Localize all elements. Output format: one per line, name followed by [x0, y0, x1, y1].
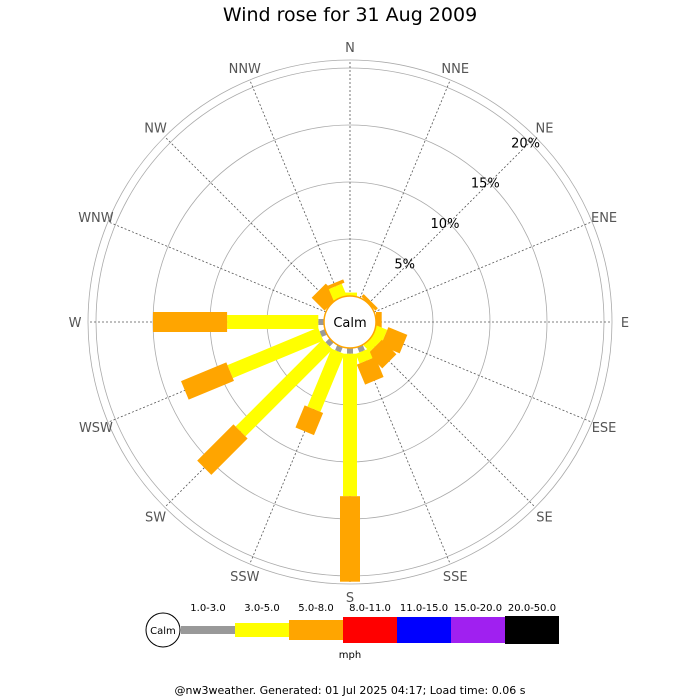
- legend-bin-label: 11.0-15.0: [400, 603, 448, 614]
- percent-label: 5%: [394, 257, 415, 272]
- legend: Calm 1.0-3.0 3.0-5.0 5.0-8.0 8.0-11.0 11.0-15…: [145, 603, 559, 661]
- direction-label-n: N: [345, 41, 355, 56]
- percent-label: 20%: [511, 136, 540, 151]
- bar-ssw-2: [307, 348, 345, 412]
- direction-label-wnw: WNW: [78, 211, 114, 226]
- spoke-ese: [373, 331, 593, 423]
- direction-label-sse: SSE: [443, 570, 468, 585]
- legend-swatch-7: [505, 616, 559, 644]
- bar-w-1: [318, 319, 324, 325]
- direction-label-ne: NE: [535, 122, 553, 137]
- spoke-ssw: [249, 345, 341, 565]
- direction-label-nw: NW: [144, 122, 167, 137]
- direction-labels: N NNE NE ENE E ESE SE SSE S SSW SW WSW W WNW NW NNW: [69, 41, 630, 606]
- spoke-ne: [368, 136, 536, 304]
- legend-swatch-3: [289, 620, 343, 640]
- legend-calm-label: Calm: [150, 626, 176, 637]
- calm-center: Calm: [323, 295, 377, 349]
- spoke-sse: [359, 345, 451, 565]
- bar-sw-1: [325, 338, 334, 347]
- bar-w-3: [153, 312, 228, 332]
- legend-bin-label: 20.0-50.0: [508, 603, 556, 614]
- wind-bars: [153, 279, 408, 582]
- bar-ssw-3: [295, 405, 324, 436]
- legend-bin-label: 8.0-11.0: [349, 603, 391, 614]
- bar-wsw-2: [227, 327, 324, 379]
- bar-sse-2: [355, 348, 373, 364]
- bar-s-1: [347, 348, 353, 354]
- outer-ring: [87, 59, 613, 585]
- bar-se-3: [367, 339, 397, 369]
- percent-labels: 5% 10% 15% 20%: [394, 136, 540, 272]
- legend-unit: mph: [339, 650, 361, 661]
- spoke-wnw: [107, 221, 327, 313]
- direction-label-sw: SW: [145, 510, 166, 525]
- bar-wsw-3: [181, 362, 234, 400]
- direction-label-ese: ESE: [592, 421, 617, 436]
- legend-swatch-1: [181, 626, 235, 634]
- direction-label-e: E: [621, 316, 629, 331]
- direction-label-nne: NNE: [441, 62, 469, 77]
- direction-label-ene: ENE: [591, 211, 617, 226]
- spoke-nw: [164, 136, 332, 304]
- direction-label-nnw: NNW: [229, 62, 261, 77]
- bar-sse-3: [356, 356, 384, 385]
- bar-n-2: [343, 292, 357, 296]
- legend-bin-label: 3.0-5.0: [244, 603, 279, 614]
- bar-ne-3: [361, 294, 378, 311]
- spoke-nnw: [249, 79, 341, 299]
- legend-bin-label: 1.0-3.0: [190, 603, 225, 614]
- footer: @nw3weather. Generated: 01 Jul 2025 04:1…: [174, 684, 526, 697]
- calm-label: Calm: [333, 316, 366, 331]
- bar-sw-3: [197, 424, 248, 475]
- legend-bin-label: 5.0-8.0: [298, 603, 333, 614]
- bar-w-2: [227, 315, 319, 329]
- spoke-nne: [359, 79, 451, 299]
- legend-swatch-2: [235, 623, 289, 637]
- direction-label-wsw: WSW: [79, 421, 113, 436]
- bar-sw-2: [235, 339, 333, 437]
- spoke-se: [368, 340, 536, 508]
- direction-label-w: W: [69, 316, 82, 331]
- direction-label-ssw: SSW: [230, 570, 260, 585]
- chart-title: Wind rose for 31 Aug 2009: [222, 4, 478, 26]
- calm-circle: [323, 295, 377, 349]
- direction-label-s: S: [346, 591, 354, 606]
- bar-nnw-3: [324, 279, 345, 291]
- bar-s-3: [340, 496, 360, 582]
- legend-swatch-6: [451, 617, 505, 643]
- bar-s-2: [343, 353, 357, 497]
- spoke-ene: [373, 221, 593, 313]
- legend-calm-circle: [145, 612, 181, 648]
- legend-swatch-4: [343, 617, 397, 643]
- bar-nnw-2: [328, 283, 347, 301]
- legend-swatch-5: [397, 617, 451, 643]
- percent-label: 15%: [471, 177, 500, 192]
- direction-label-se: SE: [536, 510, 552, 525]
- percent-label: 10%: [431, 217, 460, 232]
- bar-se-2: [363, 335, 380, 352]
- legend-bin-label: 15.0-20.0: [454, 603, 502, 614]
